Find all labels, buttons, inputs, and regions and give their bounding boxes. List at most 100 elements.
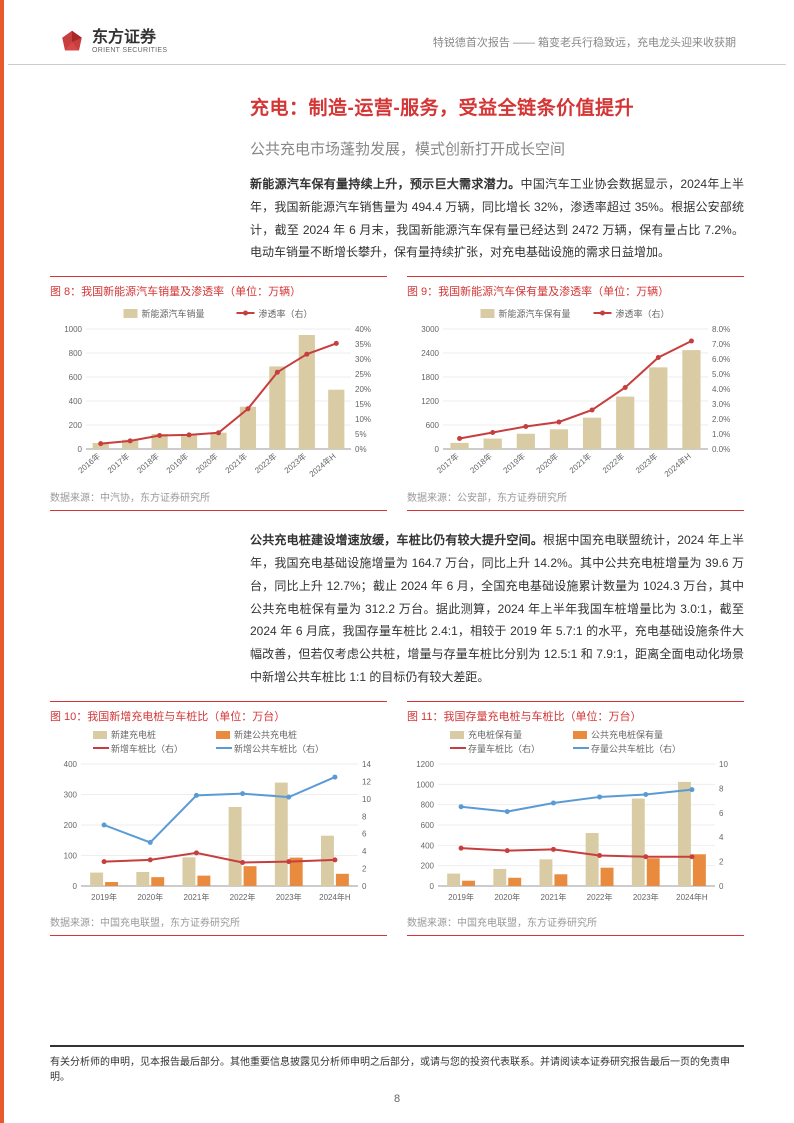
svg-text:0: 0 [435, 445, 440, 454]
svg-text:2024年H: 2024年H [319, 892, 351, 902]
svg-text:2022年: 2022年 [230, 892, 256, 902]
svg-text:4.0%: 4.0% [712, 385, 730, 394]
chart-8-title: 图 8：我国新能源汽车销量及渗透率（单位：万辆） [50, 277, 387, 303]
svg-text:1200: 1200 [421, 397, 439, 406]
svg-text:6: 6 [719, 809, 724, 818]
svg-text:2020年: 2020年 [534, 451, 560, 475]
svg-text:2024年H: 2024年H [307, 451, 338, 479]
svg-text:200: 200 [64, 821, 78, 830]
svg-text:800: 800 [69, 349, 83, 358]
svg-text:1.0%: 1.0% [712, 430, 730, 439]
svg-text:2020年: 2020年 [494, 892, 520, 902]
svg-text:5%: 5% [355, 430, 367, 439]
svg-text:2022年: 2022年 [587, 892, 613, 902]
chart-10-svg: 新建充电桩新建公共充电桩新增车桩比（右）新增公共车桩比（右）0100200300… [50, 728, 387, 908]
svg-text:3.0%: 3.0% [712, 400, 730, 409]
svg-text:3000: 3000 [421, 325, 439, 334]
svg-text:0: 0 [78, 445, 83, 454]
svg-text:2023年: 2023年 [633, 451, 659, 475]
chart-10-title: 图 10：我国新增充电桩与车桩比（单位：万台） [50, 702, 387, 728]
svg-text:2022年: 2022年 [600, 451, 626, 475]
logo-text-en: ORIENT SECURITIES [92, 47, 167, 55]
svg-text:渗透率（右）: 渗透率（右） [259, 308, 313, 319]
svg-text:0: 0 [430, 882, 435, 891]
svg-text:渗透率（右）: 渗透率（右） [616, 308, 670, 319]
svg-text:2023年: 2023年 [282, 451, 308, 475]
section-subtitle: 公共充电市场蓬勃发展，模式创新打开成长空间 [250, 138, 744, 159]
svg-text:100: 100 [64, 851, 78, 860]
svg-text:1000: 1000 [416, 780, 434, 789]
svg-text:2021年: 2021年 [223, 451, 249, 475]
svg-text:2017年: 2017年 [105, 451, 131, 475]
svg-text:6: 6 [362, 829, 367, 838]
svg-text:10%: 10% [355, 415, 371, 424]
svg-text:300: 300 [64, 790, 78, 799]
svg-text:200: 200 [69, 421, 83, 430]
svg-text:1000: 1000 [64, 325, 82, 334]
svg-text:2018年: 2018年 [468, 451, 494, 475]
chart-row-2: 图 10：我国新增充电桩与车桩比（单位：万台） 新建充电桩新建公共充电桩新增车桩… [50, 701, 744, 936]
svg-text:20%: 20% [355, 385, 371, 394]
svg-text:30%: 30% [355, 355, 371, 364]
section-title: 充电：制造-运营-服务，受益全链条价值提升 [250, 93, 744, 120]
svg-text:2023年: 2023年 [276, 892, 302, 902]
chart-10: 图 10：我国新增充电桩与车桩比（单位：万台） 新建充电桩新建公共充电桩新增车桩… [50, 701, 387, 936]
svg-text:600: 600 [426, 421, 440, 430]
svg-text:35%: 35% [355, 340, 371, 349]
chart-8-svg: 新能源汽车销量渗透率（右）020040060080010000%5%10%15%… [50, 303, 387, 483]
svg-text:2020年: 2020年 [137, 892, 163, 902]
svg-text:7.0%: 7.0% [712, 340, 730, 349]
svg-text:600: 600 [69, 373, 83, 382]
svg-text:2021年: 2021年 [567, 451, 593, 475]
svg-text:4: 4 [362, 847, 367, 856]
svg-text:充电桩保有量: 充电桩保有量 [468, 729, 522, 740]
svg-text:40%: 40% [355, 325, 371, 334]
svg-text:200: 200 [421, 861, 435, 870]
svg-text:2021年: 2021年 [541, 892, 567, 902]
svg-text:2: 2 [719, 857, 724, 866]
svg-text:0.0%: 0.0% [712, 445, 730, 454]
svg-text:8: 8 [719, 784, 724, 793]
svg-text:2019年: 2019年 [501, 451, 527, 475]
svg-text:2019年: 2019年 [91, 892, 117, 902]
svg-text:5.0%: 5.0% [712, 370, 730, 379]
svg-text:2021年: 2021年 [184, 892, 210, 902]
logo-text-cn: 东方证券 [92, 29, 167, 47]
svg-text:新能源汽车销量: 新能源汽车销量 [142, 308, 205, 319]
chart-11-svg: 充电桩保有量公共充电桩保有量存量车桩比（右）存量公共车桩比（右）02004006… [407, 728, 744, 908]
svg-text:10: 10 [362, 795, 371, 804]
svg-text:1800: 1800 [421, 373, 439, 382]
svg-text:2019年: 2019年 [448, 892, 474, 902]
svg-text:2024年H: 2024年H [676, 892, 708, 902]
header-subtitle: 特锐德首次报告 —— 箱变老兵行稳致远，充电龙头迎来收获期 [433, 34, 736, 50]
svg-text:存量公共车桩比（右）: 存量公共车桩比（右） [591, 743, 681, 754]
svg-text:新建充电桩: 新建充电桩 [111, 729, 156, 740]
svg-text:15%: 15% [355, 400, 371, 409]
chart-10-source: 数据来源：中国充电联盟，东方证券研究所 [50, 911, 387, 936]
chart-11: 图 11：我国存量充电桩与车桩比（单位：万台） 充电桩保有量公共充电桩保有量存量… [407, 701, 744, 936]
logo-icon [58, 28, 86, 56]
chart-row-1: 图 8：我国新能源汽车销量及渗透率（单位：万辆） 新能源汽车销量渗透率（右）02… [50, 276, 744, 511]
svg-text:2019年: 2019年 [164, 451, 190, 475]
page-number: 8 [0, 1093, 794, 1105]
svg-text:6.0%: 6.0% [712, 355, 730, 364]
svg-text:2016年: 2016年 [76, 451, 102, 475]
svg-text:0: 0 [73, 882, 78, 891]
svg-text:8: 8 [362, 812, 367, 821]
chart-8: 图 8：我国新能源汽车销量及渗透率（单位：万辆） 新能源汽车销量渗透率（右）02… [50, 276, 387, 511]
chart-9: 图 9：我国新能源汽车保有量及渗透率（单位：万辆） 新能源汽车保有量渗透率（右）… [407, 276, 744, 511]
svg-text:400: 400 [421, 841, 435, 850]
svg-text:2023年: 2023年 [633, 892, 659, 902]
svg-text:2018年: 2018年 [135, 451, 161, 475]
svg-text:2: 2 [362, 864, 367, 873]
svg-text:400: 400 [64, 760, 78, 769]
page-header: 东方证券 ORIENT SECURITIES 特锐德首次报告 —— 箱变老兵行稳… [8, 0, 786, 65]
svg-text:2024年H: 2024年H [662, 451, 693, 479]
paragraph-2: 公共充电桩建设增速放缓，车桩比仍有较大提升空间。根据中国充电联盟统计，2024 … [250, 529, 744, 689]
svg-text:8.0%: 8.0% [712, 325, 730, 334]
logo: 东方证券 ORIENT SECURITIES [58, 28, 167, 56]
svg-text:2022年: 2022年 [252, 451, 278, 475]
chart-9-title: 图 9：我国新能源汽车保有量及渗透率（单位：万辆） [407, 277, 744, 303]
chart-9-source: 数据来源：公安部，东方证券研究所 [407, 486, 744, 511]
svg-text:新增公共车桩比（右）: 新增公共车桩比（右） [234, 743, 324, 754]
